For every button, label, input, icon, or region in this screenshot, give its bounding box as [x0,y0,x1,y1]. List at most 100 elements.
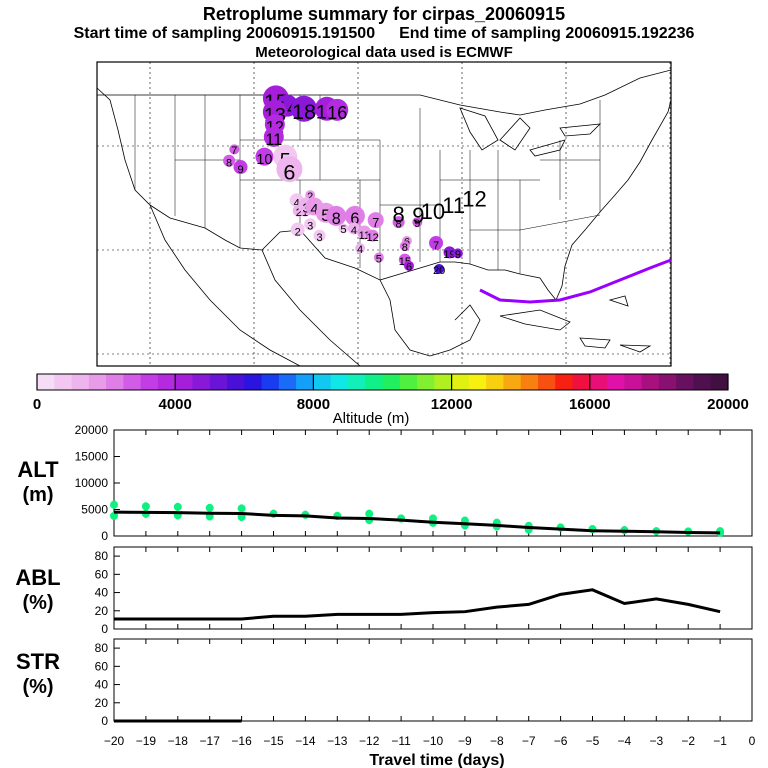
trajectory-point [347,222,360,235]
end-time-label: End time of sampling 20060915.192236 [399,25,695,42]
trajectory-point-label: 7 [231,145,237,157]
x-tick-label: −13 [327,734,348,748]
colorbar-cell [520,374,539,390]
trajectory-point [304,218,317,231]
trajectory-point-label: 9 [455,249,461,261]
trajectory-point [313,229,326,242]
colorbar-tick-label: 16000 [569,396,611,413]
str-y-tick-label: 60 [95,659,109,673]
trajectory-point-marker: 7 [367,212,384,230]
trajectory-point-label: 3 [307,221,313,233]
colorbar-cell [710,374,729,390]
trajectory-point [326,98,349,121]
trajectory-point-label: 9 [237,164,243,176]
trajectory-point-marker: 4 [347,222,360,237]
colorbar-cell [71,374,90,390]
alt-y-tick-label: 5000 [81,503,108,517]
trajectory-point-label: 10 [256,152,272,168]
trajectory-point-marker: 11 [263,126,284,149]
trajectory-point-marker: 8 [392,216,405,231]
colorbar-tick-label: 0 [33,396,41,413]
trajectory-point-label: 16 [327,103,347,123]
alt-y-tick-label: 15000 [75,450,109,464]
trajectory-point-label: 4 [310,202,318,218]
trajectory-point-marker: 7 [229,144,240,157]
colorbar-cell [54,374,73,390]
trajectory-point-marker: 4 [355,243,366,256]
trajectory-point-label: 8 [226,157,232,169]
trajectory-point-label: 2 [296,207,302,219]
colorbar-cell [693,374,712,390]
alt-unit: (m) [22,484,53,506]
colorbar-cell [468,374,487,390]
trajectory-point-marker: 16 [326,98,349,123]
trajectory-point [373,252,384,263]
x-tick-label: −9 [458,734,472,748]
time-series-panels: ALT (m) ABL (%) STR (%) 0 5000 10000 15000 2… [15,423,755,768]
colorbar-cell [157,374,176,390]
colorbar-cell [589,374,608,390]
abl-label: ABL [15,565,60,590]
x-axis-title: Travel time (days) [369,752,504,768]
trajectory-point [392,216,405,229]
x-tick-label: −12 [359,734,380,748]
colorbar-cell [365,374,383,390]
x-tick-label: −10 [423,734,444,748]
trajectory-point-marker: 20 [433,263,445,277]
alt-mean-line [113,510,721,535]
trajectory-point-label: 6 [283,160,295,185]
colorbar-cell [399,374,418,390]
x-tick-label: −7 [522,734,536,748]
trajectory-point [434,263,445,274]
colorbar-cell [106,374,124,390]
trajectory-point-marker: 2 [290,222,305,239]
colorbar-cell [503,374,522,390]
str-y-tick-label: 0 [101,714,108,728]
trajectory-point-label: 7 [433,240,439,252]
trajectory-point-marker: 9 [452,248,463,261]
colorbar-cell [261,374,280,390]
trajectory-point-label: 12 [366,232,378,244]
trajectory-point-marker: 5 [373,252,384,265]
trajectory-point-label: 19 [443,249,455,261]
trajectory-day-label: 12 [462,187,486,212]
abl-line [114,588,721,621]
x-tick-label: −15 [263,734,284,748]
trajectory-point-marker: 3 [313,229,326,244]
caribbean-islands [499,295,652,353]
colorbar-cell [641,374,660,390]
x-tick-label: −16 [231,734,252,748]
colorbar-cell [555,374,574,390]
alt-label: ALT [17,457,59,482]
str-y-tick-label: 80 [95,641,109,655]
colorbar-cell [537,374,556,390]
colorbar-cell [313,374,332,390]
trajectory-point-label: 8 [396,219,402,231]
x-tick-label: −6 [554,734,568,748]
trajectory-point-marker: 19 [443,246,456,261]
abl-y-tick-label: 60 [95,567,109,581]
trajectory-point-marker: 18 [290,95,317,124]
colorbar-cell [572,374,591,390]
trajectory-point [276,156,303,183]
colorbar-cell [123,374,142,390]
x-tick-label: −4 [618,734,632,748]
trajectory-point-label: 11 [265,131,282,149]
abl-y-tick-label: 0 [101,622,108,636]
map-frame [96,61,672,367]
x-tick-label: −20 [104,734,125,748]
colorbar-cell [451,374,470,390]
trajectory-point [326,205,347,226]
x-tick-label: −14 [295,734,316,748]
x-tick-label: −17 [200,734,221,748]
trajectory-point-marker: 12 [366,229,379,244]
abl-unit: (%) [22,592,53,614]
figure-title: Retroplume summary for cirpas_20060915 [202,4,566,24]
trajectory-line [479,258,672,304]
trajectory-point [399,241,410,252]
trajectory-point [452,248,463,259]
colorbar-cell [676,374,694,390]
map-markers: 1514131817161211109875642123458678932354… [223,85,487,277]
colorbar-tick-label: 8000 [297,396,330,413]
trajectory-point [367,212,384,229]
